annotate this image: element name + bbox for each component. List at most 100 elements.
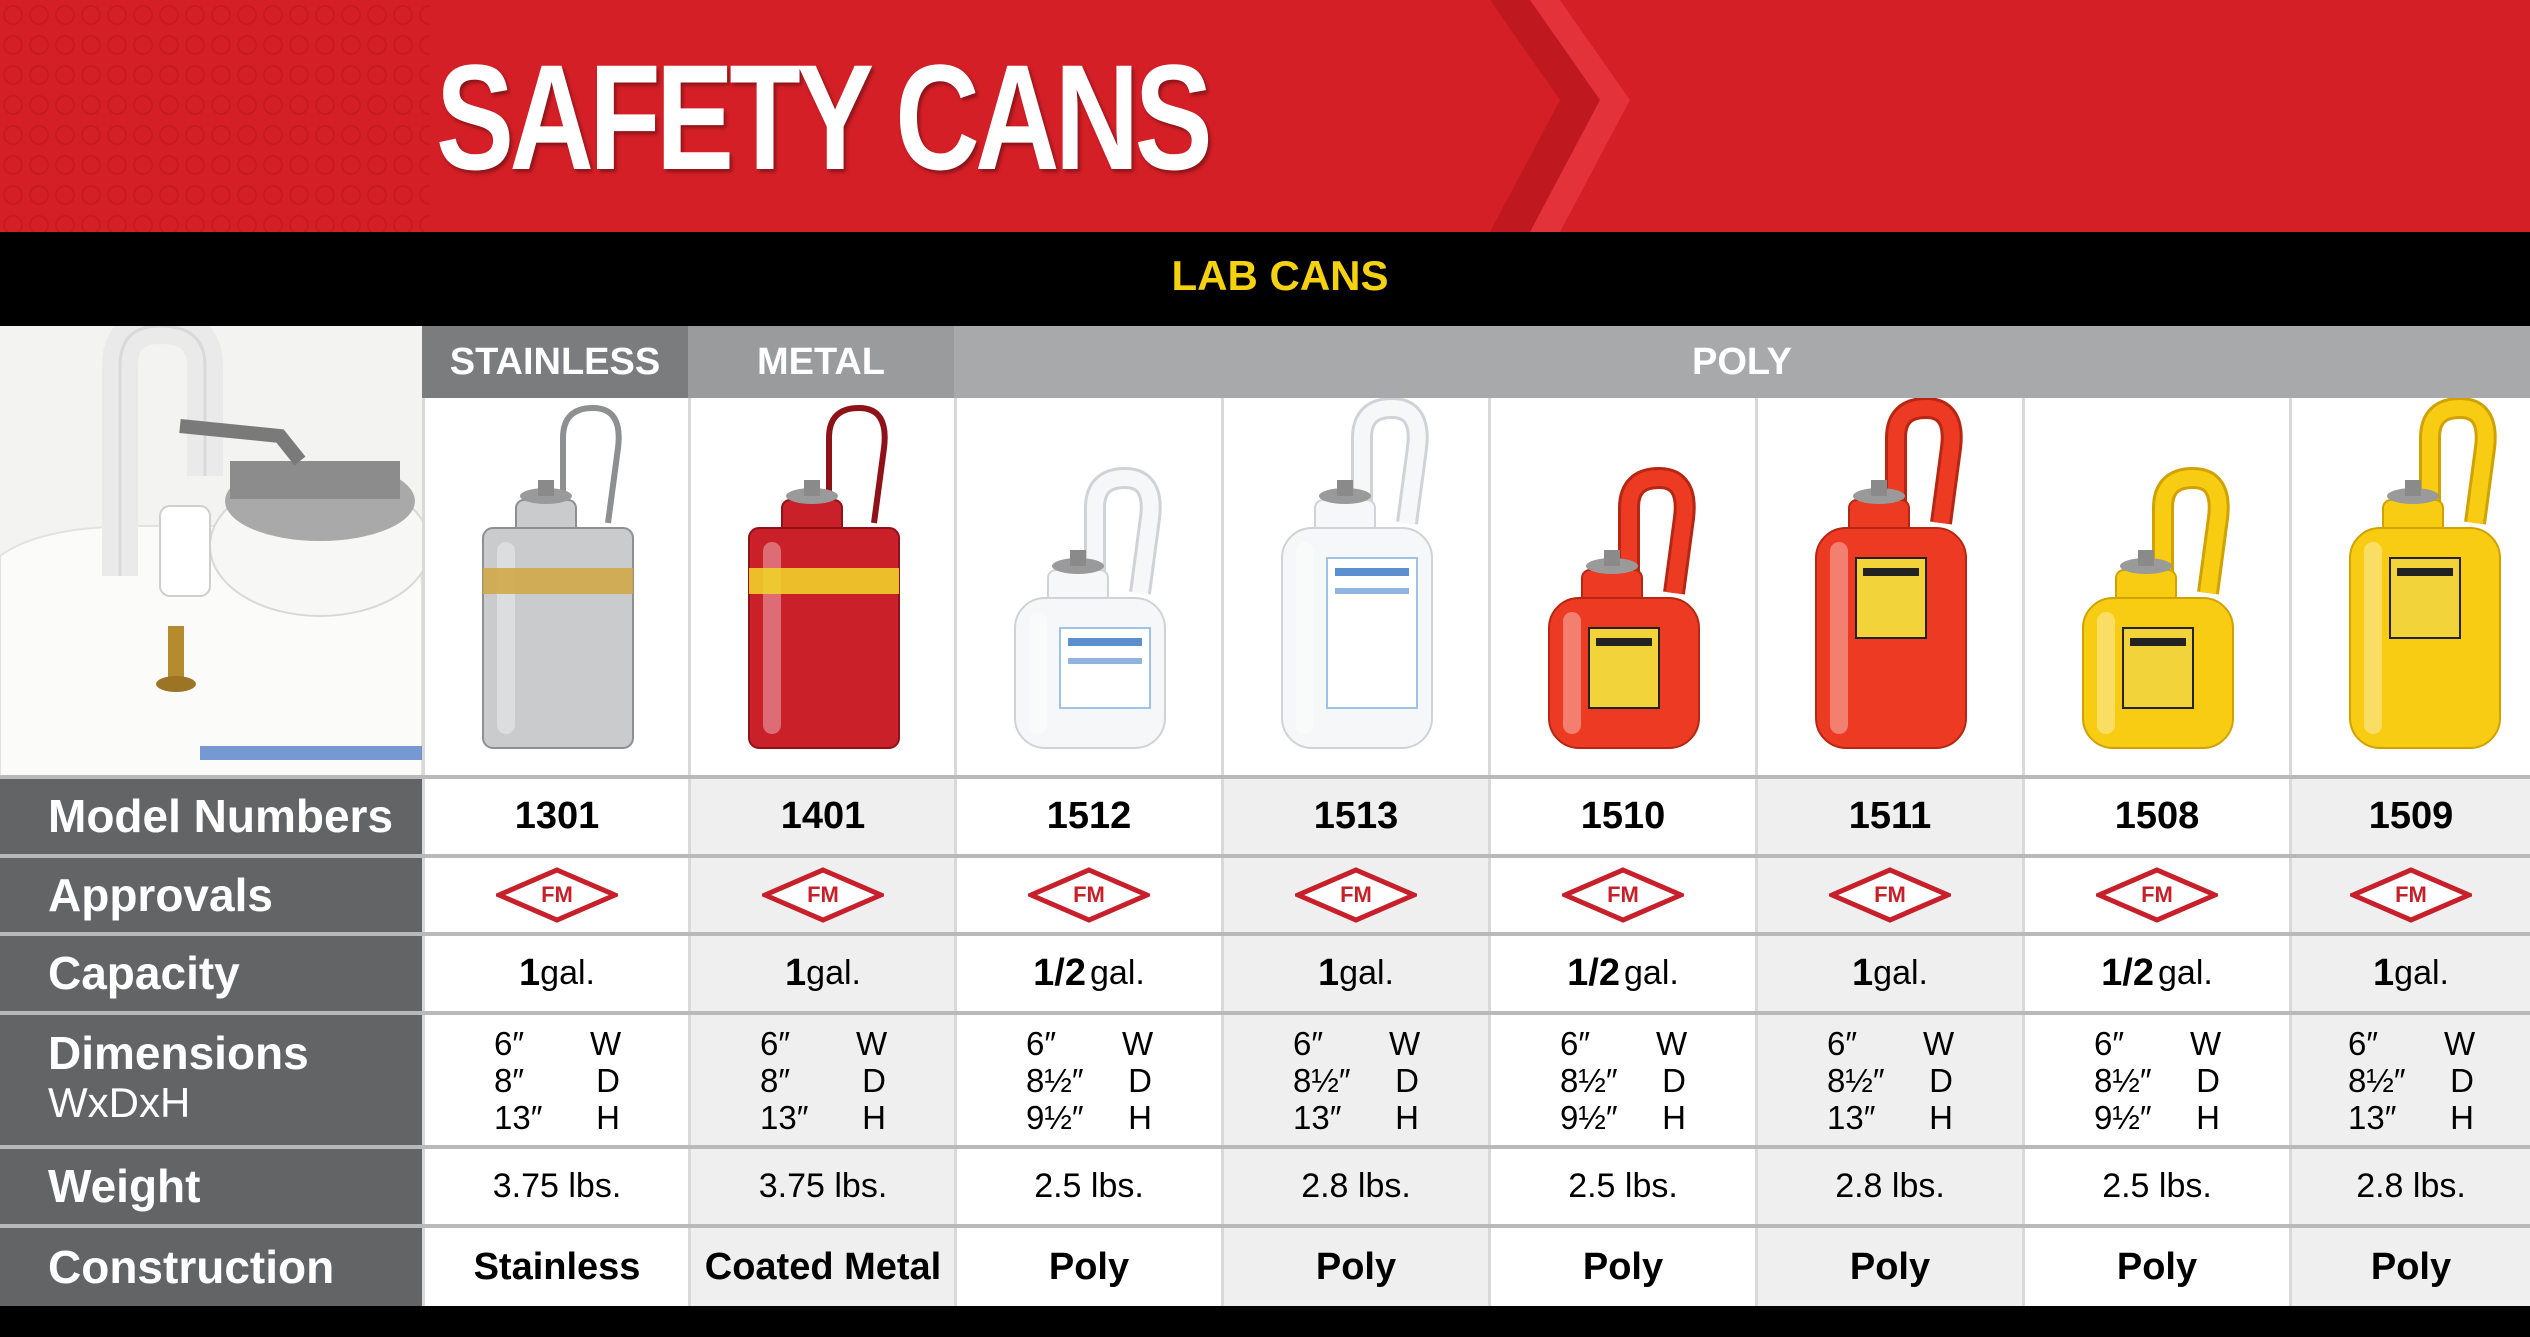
dimensions-cell: 6″ W 8½″ D 9½″ H [954,1015,1221,1145]
fm-approval-icon: FM [2096,867,2218,923]
row-label-model: Model Numbers [0,778,422,854]
dimensions-list: 6″ W 8½″ D 9½″ H [1026,1024,1154,1136]
approval-cell: FM [1221,858,1488,932]
fm-mark-text: FM [1874,882,1906,907]
weight-cell: 2.5 lbs. [2022,1149,2289,1224]
fm-approval-icon: FM [2350,867,2472,923]
dimension-axis-letter: W [1923,1024,1955,1062]
dimension-axis-letter: D [1929,1061,1953,1099]
construction-cell: Poly [1755,1228,2022,1306]
capacity-value: 1 [519,952,541,994]
section-title: LAB CANS [1171,252,1389,299]
model-number-cell: 1401 [688,778,955,854]
construction-cell: Poly [2022,1228,2289,1306]
dimensions-cell: 6″ W 8″ D 13″ H [422,1015,689,1145]
dimension-axis-letter: W [856,1024,888,1062]
fm-approval-icon: FM [762,867,884,923]
row-label-capacity: Capacity [0,936,422,1011]
weight-value: 3.75 lbs. [492,1167,622,1205]
product-image-1510 [1488,398,1755,776]
row-divider [0,854,2530,858]
capacity-cell: 1 gal. [688,936,955,1011]
fm-approval-icon: FM [1829,867,1951,923]
capacity-cell: 1/2 gal. [954,936,1221,1011]
product-image-1511 [1755,398,2022,776]
group-header-poly: POLY [954,326,2530,398]
weight-cell: 2.8 lbs. [1755,1149,2022,1224]
dimension-value: 6″ [1827,1024,1858,1062]
product-image-1401 [688,398,955,776]
row-divider [0,1224,2530,1228]
row-divider [0,932,2530,936]
model-number-cell: 1511 [1755,778,2022,854]
row-label-construction: Construction [0,1228,422,1306]
fm-approval-icon: FM [1562,867,1684,923]
model-number: 1511 [1848,794,1932,837]
model-number-cell: 1509 [2289,778,2530,854]
dimension-axis-letter: D [2450,1061,2474,1099]
dimension-value: 13″ [494,1098,543,1136]
model-number: 1513 [1313,794,1399,837]
dimension-value: 13″ [1293,1098,1342,1136]
capacity-value: 1 [1852,952,1874,994]
capacity-unit: gal. [1624,954,1679,992]
banner-chevron-graphic [0,0,1630,232]
construction-cell: Poly [954,1228,1221,1306]
dimensions-list: 6″ W 8″ D 13″ H [760,1024,888,1136]
dimension-value: 6″ [1560,1024,1591,1062]
fm-approval-icon: FM [1295,867,1417,923]
group-header-stainless: STAINLESS [422,326,688,398]
row-divider [0,1145,2530,1149]
row-divider [0,775,2530,779]
dimension-axis-letter: W [1122,1024,1154,1062]
dimensions-cell: 6″ W 8½″ D 13″ H [1221,1015,1488,1145]
model-number: 1401 [780,794,866,837]
model-number: 1508 [2114,794,2200,837]
dimension-value: 13″ [1827,1098,1876,1136]
dimension-value: 8½″ [1026,1061,1084,1099]
dimension-axis-letter: D [1128,1061,1152,1099]
hero-can-closeup-image [0,326,422,776]
capacity-unit: gal. [1873,954,1928,992]
capacity-cell: 1/2 gal. [2022,936,2289,1011]
dimension-value: 13″ [2348,1098,2397,1136]
capacity-value: 1 [785,952,807,994]
capacity-value: 1 [1318,952,1340,994]
row-label-dimensions-title: Dimensions [48,1027,309,1079]
dimension-axis-letter: H [1395,1098,1419,1136]
capacity-value: 1/2 [2101,952,2154,994]
dimension-value: 8½″ [1827,1061,1885,1099]
dimension-value: 8″ [494,1061,525,1099]
row-divider [0,1011,2530,1015]
fm-mark-text: FM [1607,882,1639,907]
dimension-value: 8½″ [1560,1061,1618,1099]
capacity-unit: gal. [1090,954,1145,992]
dimension-value: 9½″ [1560,1098,1618,1136]
group-header-metal: METAL [688,326,954,398]
fm-approval-icon: FM [1028,867,1150,923]
weight-value: 2.5 lbs. [1568,1167,1678,1205]
capacity-unit: gal. [806,954,861,992]
dimension-axis-letter: D [862,1061,886,1099]
capacity-unit: gal. [540,954,595,992]
fm-approval-icon: FM [496,867,618,923]
footer-bar [0,1306,2530,1337]
fm-mark-text: FM [1340,882,1372,907]
construction-value: Poly [1048,1245,1130,1288]
approval-cell: FM [688,858,955,932]
weight-value: 2.8 lbs. [1835,1167,1945,1205]
capacity-value: 1/2 [1567,952,1620,994]
dimension-value: 13″ [760,1098,809,1136]
capacity-unit: gal. [1339,954,1394,992]
dimensions-list: 6″ W 8½″ D 13″ H [2348,1025,2475,1136]
dimensions-list: 6″ W 8½″ D 9½″ H [1560,1024,1688,1136]
capacity-value: 1/2 [1033,952,1086,994]
dimension-axis-letter: W [1656,1024,1688,1062]
dimension-value: 8½″ [2094,1061,2152,1099]
model-number-cell: 1512 [954,778,1221,854]
dimension-axis-letter: H [2450,1098,2474,1136]
capacity-unit: gal. [2158,954,2213,992]
dimensions-cell: 6″ W 8″ D 13″ H [688,1015,955,1145]
weight-cell: 3.75 lbs. [422,1149,689,1224]
dimension-axis-letter: D [2196,1061,2220,1099]
